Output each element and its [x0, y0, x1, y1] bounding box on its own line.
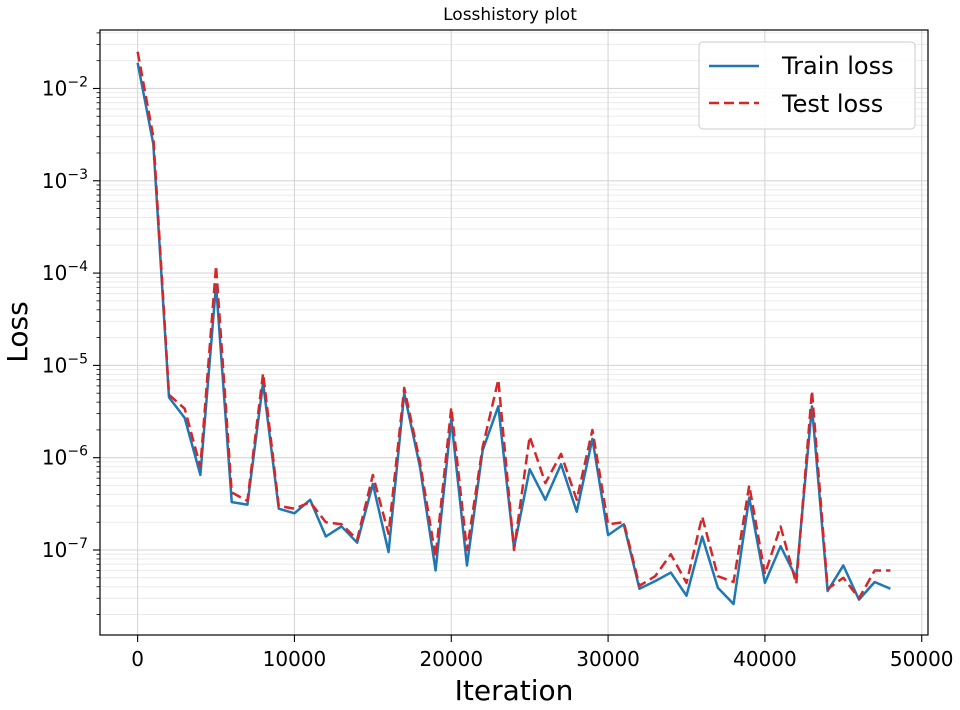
x-tick-label: 10000 — [263, 647, 327, 671]
legend-label-train: Train loss — [781, 52, 894, 80]
x-axis-label: Iteration — [455, 674, 574, 707]
x-tick-label: 0 — [131, 647, 144, 671]
y-tick-label: 10−3 — [42, 167, 88, 193]
x-tick-label: 40000 — [733, 647, 797, 671]
legend: Train loss Test loss — [698, 41, 916, 130]
y-axis-label: Loss — [1, 301, 34, 362]
legend-box — [698, 41, 916, 130]
plot-frame — [99, 29, 929, 636]
y-tick-label: 10−7 — [42, 536, 88, 562]
x-axis-ticks: 0 10000 20000 30000 40000 50000 — [131, 635, 954, 671]
chart-title: Losshistory plot — [443, 5, 577, 25]
test-loss-line — [136, 51, 891, 600]
x-tick-label: 20000 — [419, 647, 483, 671]
legend-label-test: Test loss — [781, 90, 883, 118]
series-layer — [136, 51, 891, 606]
x-tick-label: 50000 — [890, 647, 954, 671]
x-tick-label: 30000 — [576, 647, 640, 671]
